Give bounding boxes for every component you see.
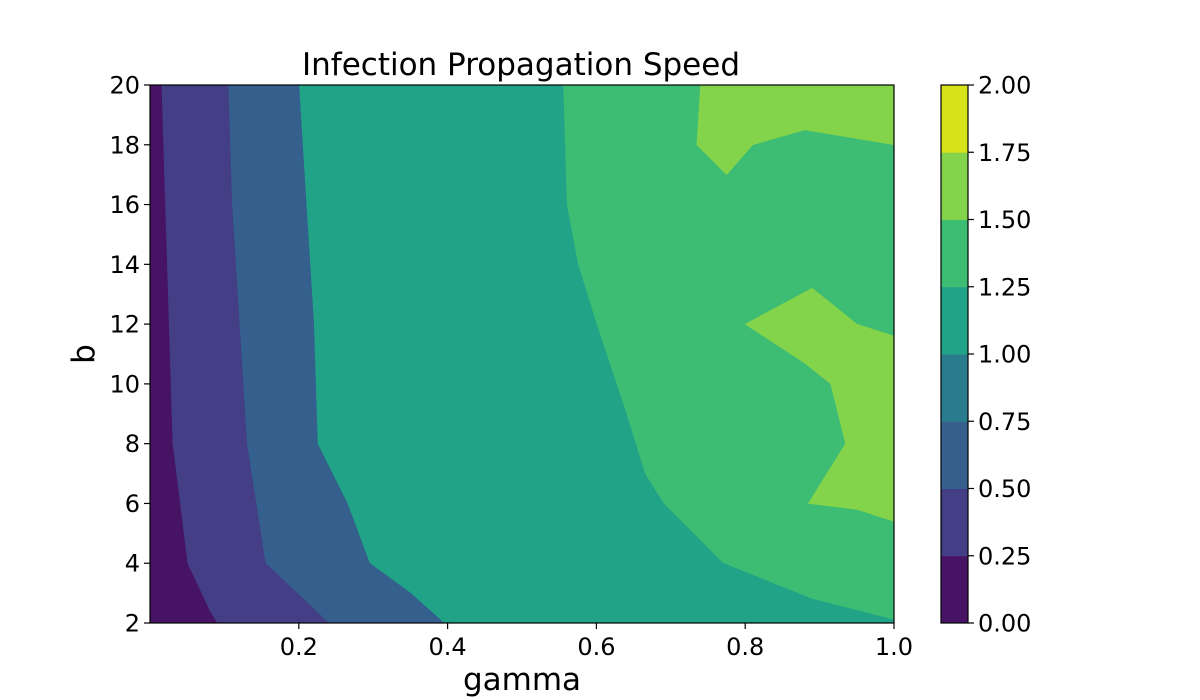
chart-title: Infection Propagation Speed: [302, 47, 740, 83]
colorbar-segment: [941, 152, 968, 220]
colorbar-tick-label: 0.75: [978, 408, 1031, 436]
colorbar-segment: [941, 488, 968, 557]
x-axis-label: gamma: [463, 662, 581, 698]
plot-area: [150, 85, 894, 623]
colorbar-segment: [941, 354, 968, 422]
x-tick-label: 0.6: [577, 633, 615, 661]
colorbar-segment: [941, 286, 968, 355]
contour-band-0-25-0: [150, 85, 218, 623]
plot-frame: [149, 84, 895, 624]
y-axis-label: b: [66, 344, 102, 364]
x-axis: 0.2 0.4 0.6 0.8 1.0: [280, 623, 913, 661]
x-tick-label: 1.0: [875, 633, 913, 661]
colorbar-segment: [941, 219, 968, 288]
x-tick-label: 0.4: [429, 633, 467, 661]
colorbar-segment: [941, 421, 968, 489]
y-tick-label: 6: [125, 490, 140, 518]
y-axis: 2 4 6 8 10 12 14 16 18 20: [109, 72, 150, 638]
colorbar-tick-label: 1.50: [978, 206, 1031, 234]
y-tick-label: 4: [125, 550, 140, 578]
colorbar-tick-label: 0.25: [978, 542, 1031, 570]
y-tick-label: 8: [125, 430, 140, 458]
colorbar: 0.00 0.25 0.50 0.75 1.00 1.25 1.50 1.75 2.00: [940, 72, 1031, 638]
y-tick-label: 10: [109, 370, 140, 398]
x-tick-label: 0.8: [726, 633, 764, 661]
y-tick-label: 20: [109, 72, 140, 100]
colorbar-tick-label: 1.25: [978, 273, 1031, 301]
y-tick-label: 16: [109, 191, 140, 219]
colorbar-tick-label: 2.00: [978, 72, 1031, 100]
y-tick-label: 18: [109, 131, 140, 159]
contour-band-1-5-5: [696, 85, 894, 176]
colorbar-tick-label: 1.00: [978, 341, 1031, 369]
contour-band-1-5-6: [744, 287, 894, 522]
y-tick-label: 2: [125, 610, 140, 638]
colorbar-segment: [941, 555, 968, 624]
x-tick-label: 0.2: [280, 633, 318, 661]
colorbar-tick-label: 0.00: [978, 610, 1031, 638]
contour-band-0-5-1: [150, 85, 330, 623]
colorbar-tick-label: 1.75: [978, 139, 1031, 167]
y-tick-label: 12: [109, 311, 140, 339]
y-tick-label: 14: [109, 251, 140, 279]
colorbar-tick-label: 0.50: [978, 475, 1031, 503]
colorbar-segment: [941, 85, 968, 153]
